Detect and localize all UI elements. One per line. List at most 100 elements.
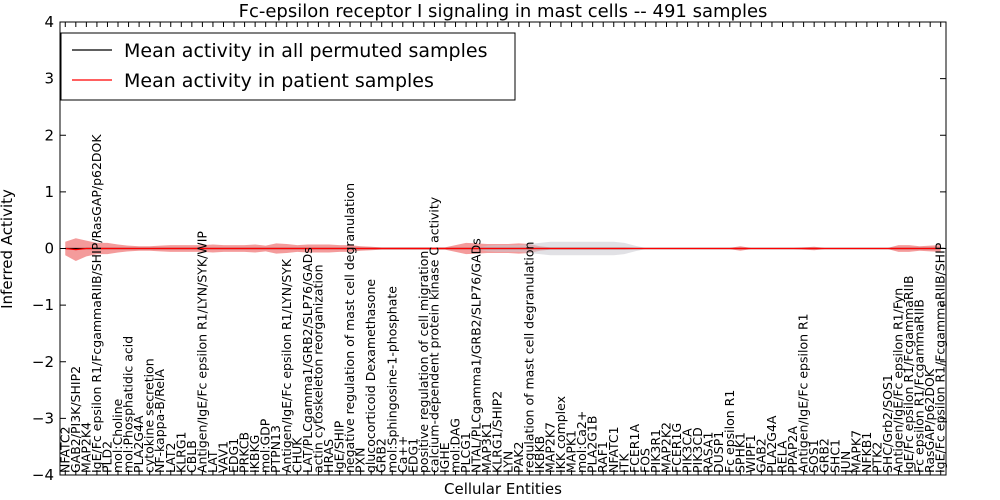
x-category-label: calcium-dependent protein kinase C activ… (426, 196, 441, 473)
x-category-label: negative regulation of mast cell degranu… (342, 183, 357, 473)
x-category-label: PIK3CD (690, 427, 705, 473)
x-category-label: IgE/Fc epsilon R1/FcgammaRIIB (901, 275, 916, 473)
x-category-label: cytokine secretion (142, 358, 157, 473)
x-category-label: Antigen/IgE/Fc epsilon R1/LYN/SYK/WIP (194, 231, 209, 473)
x-category-label: NFATC1 (606, 426, 621, 473)
legend-box (60, 32, 516, 101)
y-tick-label: −2 (32, 353, 54, 371)
x-category-label: Antigen/IgE/Fc epsilon R1/Fyn (891, 288, 906, 473)
legend-label-patient: Mean activity in patient samples (124, 70, 434, 92)
x-category-label: PTK2 (869, 442, 884, 473)
x-category-label: MAP2K4 (78, 422, 93, 473)
x-category-label: mol:GDP (258, 418, 273, 473)
x-category-label: GRB2 (374, 438, 389, 473)
x-category-label: IgE/Fc epsilon R1/FcgammaRIIB/SHIP/RasGA… (89, 134, 104, 473)
x-category-label: MAP2K2 (658, 422, 673, 473)
x-category-label: SHC1 (827, 439, 842, 473)
x-category-label: JUN (838, 451, 853, 474)
x-category-label: MAPK1 (564, 430, 579, 473)
x-category-label: MAP3K1 (479, 422, 494, 473)
x-category-label: Ca++ (395, 436, 410, 473)
x-category-label: PPAP2A (785, 426, 800, 473)
x-category-label: ITK (616, 453, 631, 473)
y-tick-label: 1 (44, 183, 54, 201)
y-tick-label: 4 (44, 13, 54, 31)
x-category-label: GAB2 (753, 438, 768, 473)
x-category-label: FCER1G (669, 423, 684, 473)
x-category-label: mol:Phosphatidic acid (121, 336, 136, 473)
x-category-label: Antigen/IgE/Fc epsilon R1 (796, 313, 811, 473)
x-category-label: NF-kappa-B/RelA (152, 369, 167, 473)
x-category-label: IgE/Fc epsilon R1/FcgammaRIIB/SHIP (933, 242, 948, 473)
x-category-label: Fc epsilon R1 (722, 390, 737, 473)
x-category-label: NTAL/PLCgamma1/GRB2/SLP76/GADs (469, 238, 484, 473)
x-category-label: KLRG1 (173, 432, 188, 474)
chart-title: Fc-epsilon receptor I signaling in mast … (239, 1, 768, 22)
x-category-label: RasGAP/p62DOK (922, 368, 937, 473)
x-category-label: IKBKB (532, 436, 547, 473)
x-category-label: FOS (637, 448, 652, 473)
x-category-label: RELA (775, 440, 790, 473)
x-category-label: SOS1 (806, 439, 821, 473)
x-category-label: VAV1 (215, 441, 230, 473)
x-category-label: LYN (500, 451, 515, 473)
y-tick-label: −1 (32, 296, 54, 314)
x-category-label: IgE/SHIP (332, 420, 347, 473)
x-category-label: SPHK1 (732, 432, 747, 473)
legend: Mean activity in all permuted samples Me… (60, 32, 516, 101)
x-category-label: HRAS (321, 439, 336, 473)
x-category-label: FCER1A (627, 424, 642, 473)
x-category-label: PTPN13 (268, 425, 283, 473)
x-category-label: DUSP1 (711, 431, 726, 473)
x-category-label: SHC/Grb2/SOS1 (880, 374, 895, 473)
x-category-label: mol:Choline (110, 398, 125, 473)
x-category-label: Antigen/IgE/Fc epsilon R1/LYN/SYK (279, 258, 294, 473)
x-category-label: positive regulation of cell migration (416, 251, 431, 473)
x-category-label: LAT/PLCgamma1/GRB2/SLP76/GADs (300, 247, 315, 473)
series-line-patient (65, 247, 941, 251)
x-category-label: EDG1 (405, 438, 420, 473)
x-category-label: PRKCB (237, 432, 252, 473)
x-category-label: EDG1 (226, 438, 241, 473)
x-category-label: regulation of mast cell degranulation (521, 242, 536, 473)
x-category-label: CHUK (289, 437, 304, 473)
x-category-label: RASA1 (701, 432, 716, 473)
x-category-label: PIK3CA (680, 428, 695, 473)
y-tick-label: 0 (44, 240, 54, 258)
x-category-label: PXN (353, 448, 368, 473)
x-category-label: KLRG1/SHIP2 (490, 391, 505, 473)
x-category-label: PAK2 (511, 442, 526, 473)
legend-label-permuted: Mean activity in all permuted samples (124, 40, 487, 62)
series-lines (60, 247, 946, 251)
x-category-label: LAT2 (163, 443, 178, 473)
x-category-label: PLD2 (99, 441, 114, 473)
y-tick-label: −4 (32, 466, 54, 484)
x-category-label: NFKB1 (859, 432, 874, 473)
x-category-label: LAT (205, 450, 220, 473)
x-category-label: mol:Sphingosine-1-phosphate (384, 286, 399, 473)
x-axis-label: Cellular Entities (444, 480, 562, 498)
x-category-label: actin cytoskeleton reorganization (310, 264, 325, 473)
x-category-label: PLA2G4A (131, 415, 146, 473)
x-category-label: NFATC2 (57, 426, 72, 473)
x-category-label: mol:Ca2+ (574, 411, 589, 473)
x-category-label: IKK complex (553, 396, 568, 473)
x-category-label: IGHE (437, 442, 452, 473)
y-axis-label: Inferred Activity (0, 189, 16, 309)
x-category-label: PLA2G4A (764, 415, 779, 473)
x-category-label: PIK3R1 (648, 429, 663, 473)
x-category-label: MAP2K7 (542, 422, 557, 473)
x-category-label: GAB2/PI3K/SHIP2 (68, 366, 83, 473)
y-tick-label: −3 (32, 409, 54, 427)
x-category-label: glucocorticoid Dexamethasone (363, 279, 378, 473)
x-category-label: GRB2 (817, 438, 832, 473)
x-category-label: Fc epsilon R1/FcgammaRIIB (912, 299, 927, 473)
y-axis-ticks: 4 3 2 1 0 −1 −2 −3 −4 (32, 13, 946, 484)
y-tick-label: 3 (44, 70, 54, 88)
x-category-label: WIPF1 (743, 434, 758, 473)
x-category-label: PLCG1 (458, 432, 473, 473)
x-category-label: CBLB (184, 440, 199, 473)
x-category-label: PLA2G1B (585, 415, 600, 473)
